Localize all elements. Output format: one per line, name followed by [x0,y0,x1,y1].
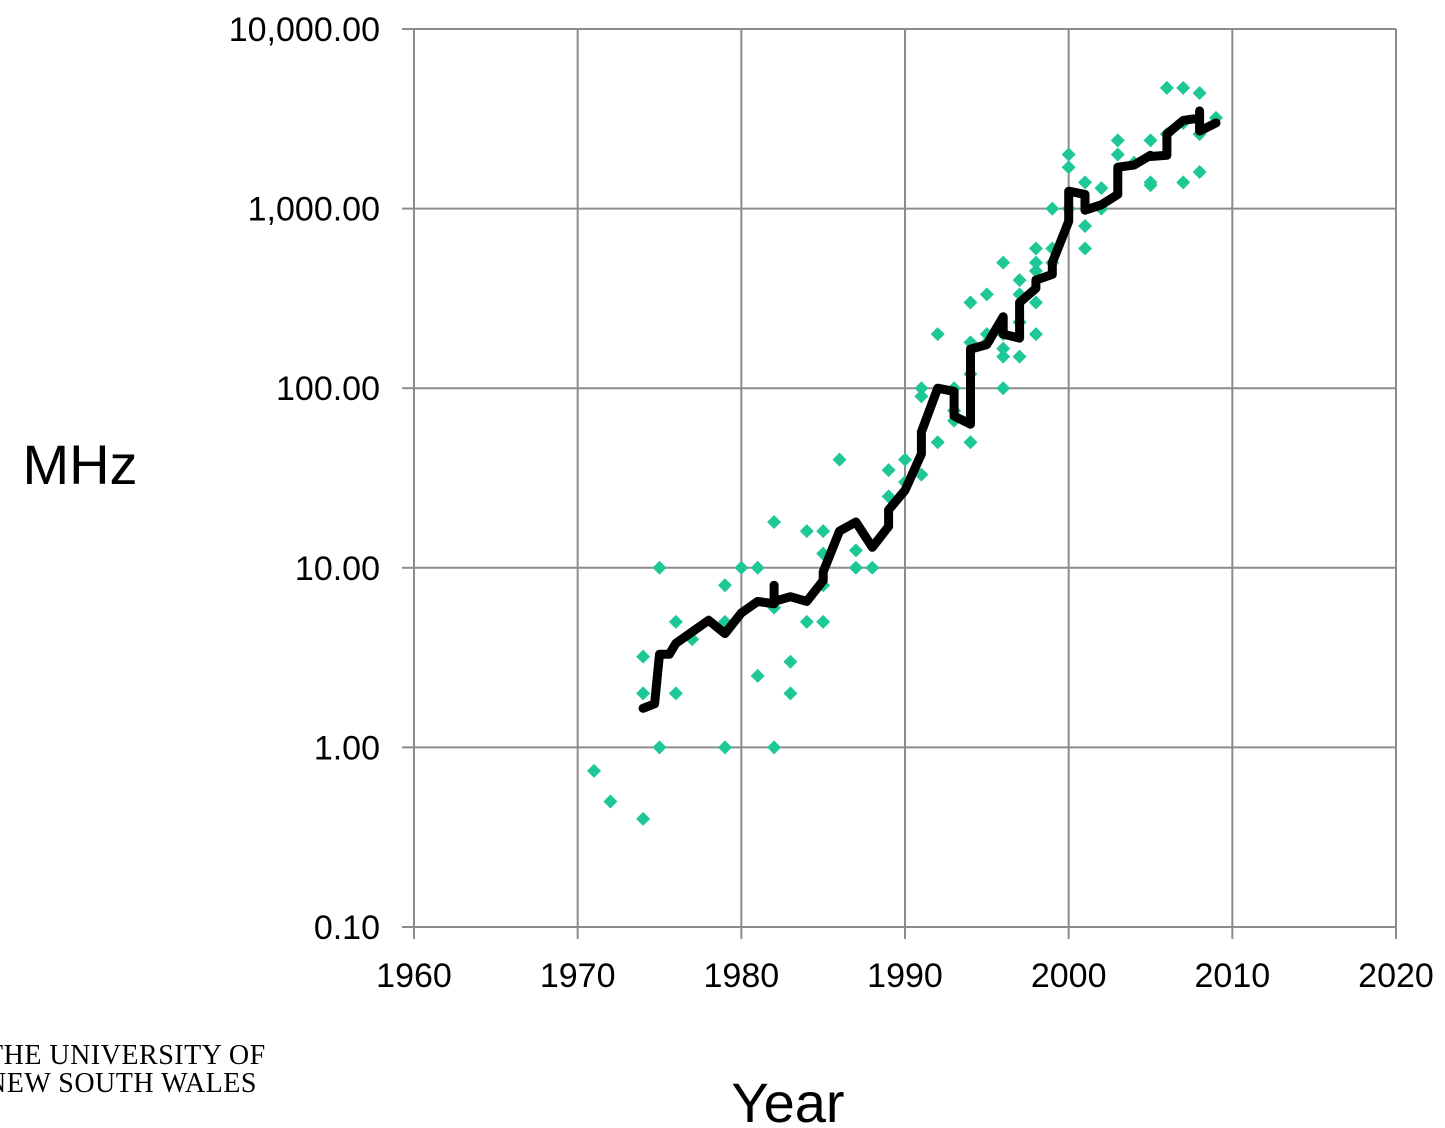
x-tick-labels: 1960 1970 1980 1990 2000 2010 2020 [376,957,1434,995]
data-point [669,686,683,700]
data-point [1193,165,1207,179]
data-point [849,543,863,557]
data-point [603,794,617,808]
data-point [653,740,667,754]
trend-line [643,111,1216,708]
data-point [718,740,732,754]
data-point [1094,181,1108,195]
data-point [833,453,847,467]
trend-series [643,111,1216,708]
y-tick-label: 0.10 [314,909,380,947]
data-point [1029,327,1043,341]
x-tick-label: 2000 [1031,957,1107,995]
data-point [1045,202,1059,216]
data-point [636,650,650,664]
data-point [1111,148,1125,162]
data-point [751,669,765,683]
data-point [898,453,912,467]
data-point [767,740,781,754]
data-point [816,524,830,538]
x-tick-label: 2010 [1195,957,1271,995]
data-point [751,561,765,575]
x-tick-label: 2020 [1358,957,1434,995]
data-point [1078,219,1092,233]
y-tick-labels: 0.10 1.00 10.00 100.00 1,000.00 10,000.00 [229,11,380,947]
data-point [636,686,650,700]
x-tick-label: 1990 [867,957,943,995]
data-point [1078,175,1092,189]
data-point [718,578,732,592]
data-point [963,296,977,310]
logo-line-1: THE UNIVERSITY OF [0,1042,306,1070]
university-logo: THE UNIVERSITY OF NEW SOUTH WALES [0,1042,306,1098]
data-point [734,561,748,575]
data-point [996,381,1010,395]
data-point [767,515,781,529]
grid [402,29,1396,939]
data-point [1029,241,1043,255]
data-point [963,435,977,449]
data-point [980,287,994,301]
y-tick-label: 10,000.00 [229,11,380,49]
data-point [882,463,896,477]
logo-line-2: NEW SOUTH WALES [0,1070,306,1098]
data-point [653,561,667,575]
data-point [865,561,879,575]
x-tick-label: 1980 [704,957,780,995]
y-tick-label: 1,000.00 [248,191,380,229]
data-point [1062,160,1076,174]
data-point [1078,241,1092,255]
y-tick-label: 1.00 [314,729,380,767]
data-point [636,812,650,826]
data-point [1176,81,1190,95]
data-point [996,342,1010,356]
x-tick-label: 1970 [540,957,616,995]
data-point [931,435,945,449]
data-point [1160,81,1174,95]
data-point [849,561,863,575]
data-point [587,764,601,778]
data-point [996,256,1010,270]
y-axis-title: MHz [22,433,137,496]
x-axis-title: Year [731,1071,844,1128]
data-point [1144,133,1158,147]
data-point [931,327,945,341]
data-point [800,524,814,538]
data-point [783,686,797,700]
y-tick-label: 10.00 [295,550,380,588]
data-point [1013,273,1027,287]
data-point [816,615,830,629]
data-point [1013,350,1027,364]
data-point [669,615,683,629]
data-point [1111,133,1125,147]
data-point [1193,86,1207,100]
x-tick-label: 1960 [376,957,452,995]
data-point [1062,148,1076,162]
data-point [914,381,928,395]
data-point [1176,175,1190,189]
y-tick-label: 100.00 [276,370,380,408]
data-point [783,655,797,669]
data-point [1029,256,1043,270]
data-point [800,615,814,629]
